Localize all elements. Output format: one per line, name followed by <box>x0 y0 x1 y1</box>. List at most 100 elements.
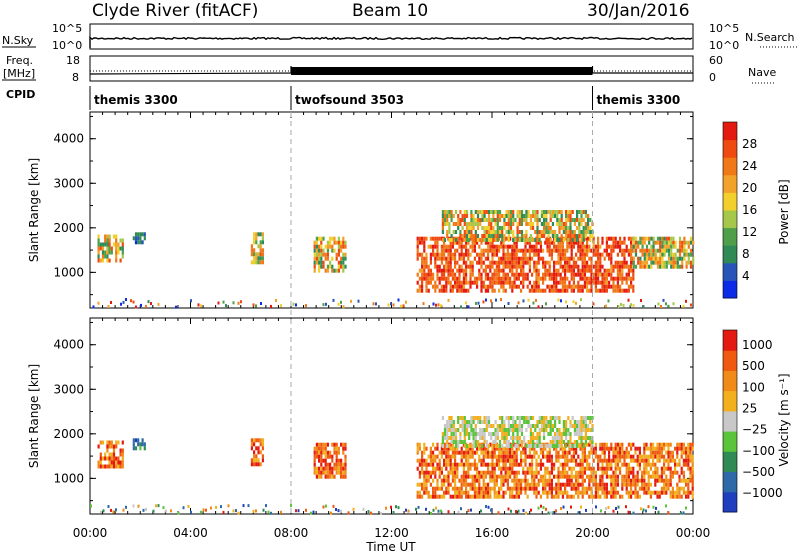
echo-cell <box>473 486 476 491</box>
echo-cell <box>592 252 595 257</box>
echo-cell <box>443 222 447 226</box>
echo-cell <box>483 436 486 440</box>
echo-cell <box>511 470 514 475</box>
echo-cell <box>630 252 633 257</box>
echo-cell <box>550 486 553 491</box>
echo-cell <box>467 450 470 455</box>
echo-cell <box>537 490 540 495</box>
echo-cell <box>421 264 424 269</box>
echo-cell <box>614 482 617 487</box>
echo-cell <box>415 507 417 511</box>
echo-cell <box>685 240 688 245</box>
echo-cell <box>639 256 642 261</box>
echo-cell <box>535 240 538 245</box>
echo-cell <box>340 264 343 269</box>
echo-cell <box>528 240 531 245</box>
echo-cell <box>518 424 521 428</box>
echo-cell <box>612 450 615 455</box>
echo-cell <box>97 254 100 259</box>
echo-cell <box>257 438 260 443</box>
freq-label: Freq. <box>6 54 33 67</box>
echo-cell <box>446 440 449 444</box>
echo-cell <box>649 490 652 495</box>
echo-cell <box>600 509 602 513</box>
echo-cell <box>474 424 477 428</box>
echo-cell <box>524 272 527 277</box>
echo-cell <box>324 256 327 261</box>
echo-cell <box>483 226 486 230</box>
echo-cell <box>352 507 355 511</box>
echo-cell <box>102 509 105 513</box>
echo-cell <box>429 450 432 455</box>
echo-cell <box>255 446 258 451</box>
echo-cell <box>517 482 520 487</box>
echo-cell <box>482 442 485 447</box>
echo-cell <box>489 260 492 265</box>
echo-cell <box>513 462 516 467</box>
echo-cell <box>490 424 493 428</box>
echo-cell <box>564 272 567 277</box>
echo-cell <box>672 260 675 265</box>
echo-cell <box>454 462 457 467</box>
echo-cell <box>616 244 619 249</box>
echo-cell <box>528 248 531 253</box>
echo-cell <box>467 494 470 499</box>
echo-cell <box>594 248 597 253</box>
echo-cell <box>520 268 523 273</box>
echo-cell <box>333 450 336 455</box>
echo-cell <box>478 470 481 475</box>
echo-cell <box>483 428 486 432</box>
echo-cell <box>561 490 564 495</box>
echo-cell <box>478 252 481 257</box>
echo-cell <box>357 299 360 303</box>
echo-cell <box>518 436 521 440</box>
echo-cell <box>616 442 619 447</box>
echo-cell <box>502 450 505 455</box>
echo-cell <box>440 288 443 293</box>
echo-cell <box>322 264 325 269</box>
echo-cell <box>590 446 593 451</box>
echo-cell <box>583 446 586 451</box>
echo-cell <box>572 300 575 304</box>
echo-cell <box>533 280 536 285</box>
echo-cell <box>250 252 253 257</box>
echo-cell <box>261 236 264 241</box>
echo-cell <box>342 466 345 471</box>
echo-cell <box>652 252 655 257</box>
echo-cell <box>450 234 453 238</box>
echo-cell <box>483 210 486 214</box>
echo-cell <box>572 288 575 293</box>
echo-cell <box>539 244 542 249</box>
echo-cell <box>674 244 677 249</box>
echo-cell <box>674 470 677 475</box>
echo-cell <box>502 458 505 463</box>
echo-cell <box>645 260 649 265</box>
echo-cell <box>344 264 347 269</box>
echo-cell <box>324 458 327 463</box>
echo-cell <box>576 218 579 222</box>
echo-cell <box>557 478 560 483</box>
echo-cell <box>473 462 476 467</box>
echo-cell <box>654 490 657 495</box>
echo-cell <box>498 424 502 428</box>
echo-cell <box>649 454 652 459</box>
echo-cell <box>632 260 635 265</box>
echo-cell <box>502 454 505 459</box>
echo-cell <box>614 236 617 241</box>
echo-cell <box>500 280 503 285</box>
echo-cell <box>619 240 622 245</box>
echo-cell <box>537 454 540 459</box>
echo-cell <box>599 272 602 277</box>
echo-cell <box>469 264 472 269</box>
echo-cell <box>418 482 421 487</box>
echo-cell <box>535 474 538 479</box>
echo-cell <box>436 462 439 467</box>
echo-cell <box>476 218 480 222</box>
echo-cell <box>440 268 443 273</box>
echo-cell <box>577 268 580 273</box>
echo-cell <box>681 244 684 249</box>
echo-cell <box>587 424 590 428</box>
echo-cell <box>523 238 526 242</box>
echo-cell <box>528 462 531 467</box>
echo-cell <box>418 288 421 293</box>
